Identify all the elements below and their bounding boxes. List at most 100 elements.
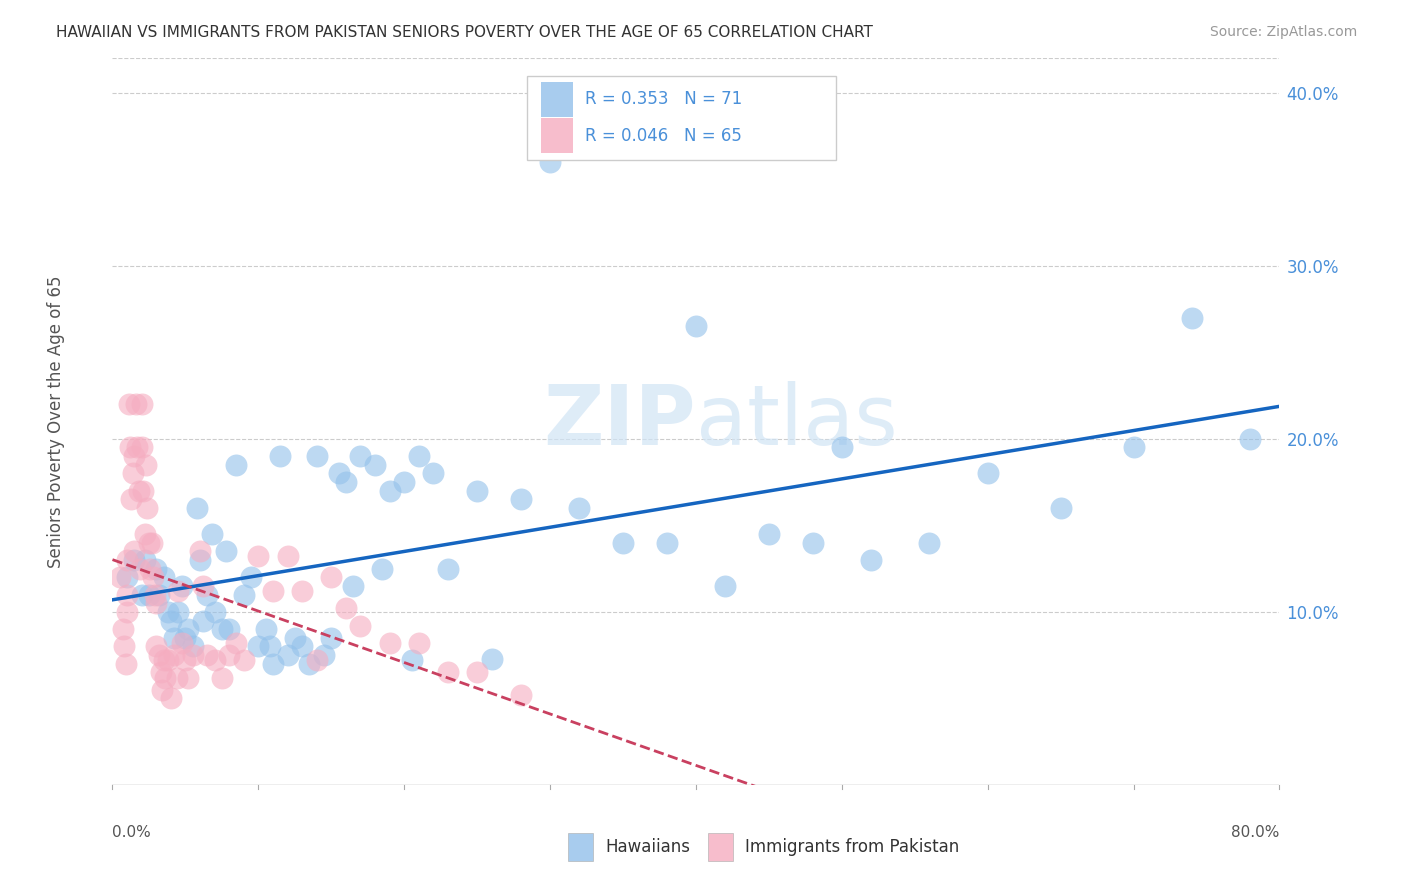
Point	[305, 653, 328, 667]
Point	[918, 535, 941, 549]
Point	[177, 671, 200, 685]
Point	[655, 535, 678, 549]
Point	[160, 614, 183, 628]
Point	[247, 640, 270, 654]
Point	[141, 535, 163, 549]
Point	[115, 605, 138, 619]
Point	[172, 579, 194, 593]
Point	[211, 671, 233, 685]
Point	[312, 648, 335, 662]
Point	[211, 622, 233, 636]
Point	[195, 588, 218, 602]
Point	[129, 561, 152, 575]
Point	[124, 553, 146, 567]
Text: 80.0%: 80.0%	[1232, 825, 1279, 840]
Point	[321, 631, 343, 645]
Point	[115, 588, 138, 602]
Point	[509, 492, 531, 507]
Point	[163, 631, 186, 645]
Point	[437, 665, 460, 680]
Point	[1239, 432, 1261, 446]
Point	[371, 561, 394, 575]
Point	[188, 544, 211, 558]
Point	[232, 653, 254, 667]
Point	[195, 648, 218, 662]
Point	[408, 636, 430, 650]
Point	[124, 544, 146, 558]
Point	[127, 441, 149, 455]
Point	[115, 553, 138, 567]
Point	[225, 636, 247, 650]
Point	[148, 588, 170, 602]
Point	[181, 648, 204, 662]
Point	[149, 665, 172, 680]
Point	[201, 527, 224, 541]
Point	[269, 449, 291, 463]
Point	[976, 467, 998, 481]
Point	[465, 483, 488, 498]
Point	[156, 605, 179, 619]
Point	[191, 614, 214, 628]
Point	[276, 549, 298, 564]
Point	[305, 449, 328, 463]
Point	[291, 584, 314, 599]
Point	[112, 640, 135, 654]
Point	[1049, 501, 1071, 516]
Point	[115, 570, 138, 584]
Point	[335, 601, 357, 615]
Point	[117, 397, 139, 411]
Point	[139, 561, 162, 575]
Text: atlas: atlas	[696, 381, 897, 462]
Point	[349, 449, 371, 463]
Point	[136, 501, 159, 516]
Point	[114, 657, 136, 671]
Point	[298, 657, 321, 671]
Point	[247, 549, 270, 564]
Point	[142, 570, 165, 584]
Point	[153, 671, 176, 685]
Point	[145, 561, 167, 575]
Point	[138, 535, 160, 549]
Point	[685, 319, 707, 334]
Point	[481, 651, 503, 665]
Point	[177, 622, 200, 636]
Point	[150, 682, 173, 697]
Point	[174, 653, 197, 667]
Point	[218, 622, 240, 636]
Point	[408, 449, 430, 463]
Point	[118, 441, 141, 455]
Point	[378, 483, 401, 498]
Point	[538, 154, 561, 169]
Point	[328, 467, 350, 481]
Point	[148, 648, 170, 662]
Point	[134, 553, 156, 567]
Point	[167, 605, 190, 619]
Point	[132, 483, 155, 498]
Point	[204, 605, 226, 619]
Point	[225, 458, 247, 472]
Point	[108, 570, 131, 584]
Point	[156, 653, 179, 667]
Point	[124, 449, 146, 463]
FancyBboxPatch shape	[707, 833, 734, 861]
Point	[714, 579, 737, 593]
FancyBboxPatch shape	[541, 119, 574, 153]
Point	[509, 688, 531, 702]
Point	[131, 588, 153, 602]
Text: Seniors Poverty Over the Age of 65: Seniors Poverty Over the Age of 65	[48, 276, 66, 567]
Text: R = 0.353   N = 71: R = 0.353 N = 71	[585, 90, 742, 109]
Point	[758, 527, 780, 541]
Point	[232, 588, 254, 602]
Point	[191, 579, 214, 593]
Point	[152, 653, 174, 667]
Text: ZIP: ZIP	[544, 381, 696, 462]
Text: HAWAIIAN VS IMMIGRANTS FROM PAKISTAN SENIORS POVERTY OVER THE AGE OF 65 CORRELAT: HAWAIIAN VS IMMIGRANTS FROM PAKISTAN SEN…	[56, 25, 873, 40]
Point	[174, 631, 197, 645]
Point	[1122, 441, 1144, 455]
Point	[364, 458, 387, 472]
Point	[181, 640, 204, 654]
Point	[860, 553, 883, 567]
Point	[831, 441, 853, 455]
Point	[134, 527, 156, 541]
Point	[1181, 310, 1204, 325]
